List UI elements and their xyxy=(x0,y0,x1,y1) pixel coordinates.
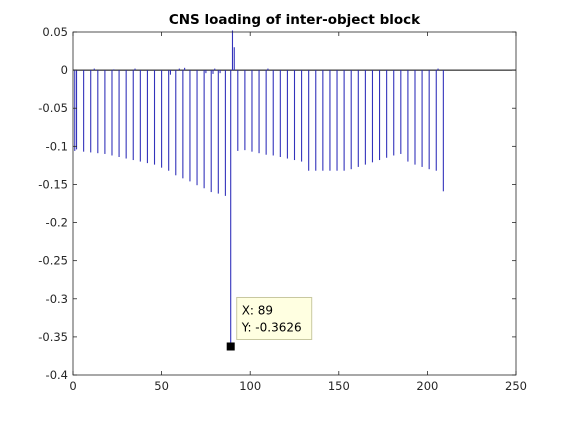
y-tick-label: -0.25 xyxy=(38,254,68,268)
y-tick-label: -0.15 xyxy=(38,177,68,191)
x-tick-label: 250 xyxy=(505,379,527,393)
datatip-y-label: Y: -0.3626 xyxy=(241,320,302,334)
y-tick-label: -0.2 xyxy=(46,216,68,230)
chart-title: CNS loading of inter-object block xyxy=(169,12,421,28)
x-tick-label: 150 xyxy=(328,379,350,393)
y-tick-label: -0.1 xyxy=(46,139,68,153)
datatip-x-label: X: 89 xyxy=(242,303,273,317)
datatip-marker[interactable] xyxy=(226,342,235,351)
x-tick-label: 200 xyxy=(416,379,438,393)
y-tick-label: -0.3 xyxy=(46,292,68,306)
data-tip[interactable]: X: 89 Y: -0.3626 xyxy=(226,296,313,351)
y-tick-label: -0.05 xyxy=(38,101,68,115)
y-tick-label: -0.35 xyxy=(38,330,68,344)
y-tick-label: -0.4 xyxy=(46,368,68,382)
x-axis-ticks: 0 50 100 150 200 250 xyxy=(69,32,527,393)
x-tick-label: 100 xyxy=(239,379,261,393)
y-tick-label: 0 xyxy=(61,63,68,77)
x-tick-label: 50 xyxy=(154,379,169,393)
plot-frame xyxy=(72,31,517,376)
stems xyxy=(74,30,444,347)
x-tick-label: 0 xyxy=(69,379,76,393)
datatip-box xyxy=(236,296,313,340)
y-axis-ticks: 0.05 0 -0.05 -0.1 -0.15 -0.2 -0.25 -0.3 -0.35 -0.… xyxy=(38,25,516,382)
y-tick-label: 0.05 xyxy=(42,25,68,39)
